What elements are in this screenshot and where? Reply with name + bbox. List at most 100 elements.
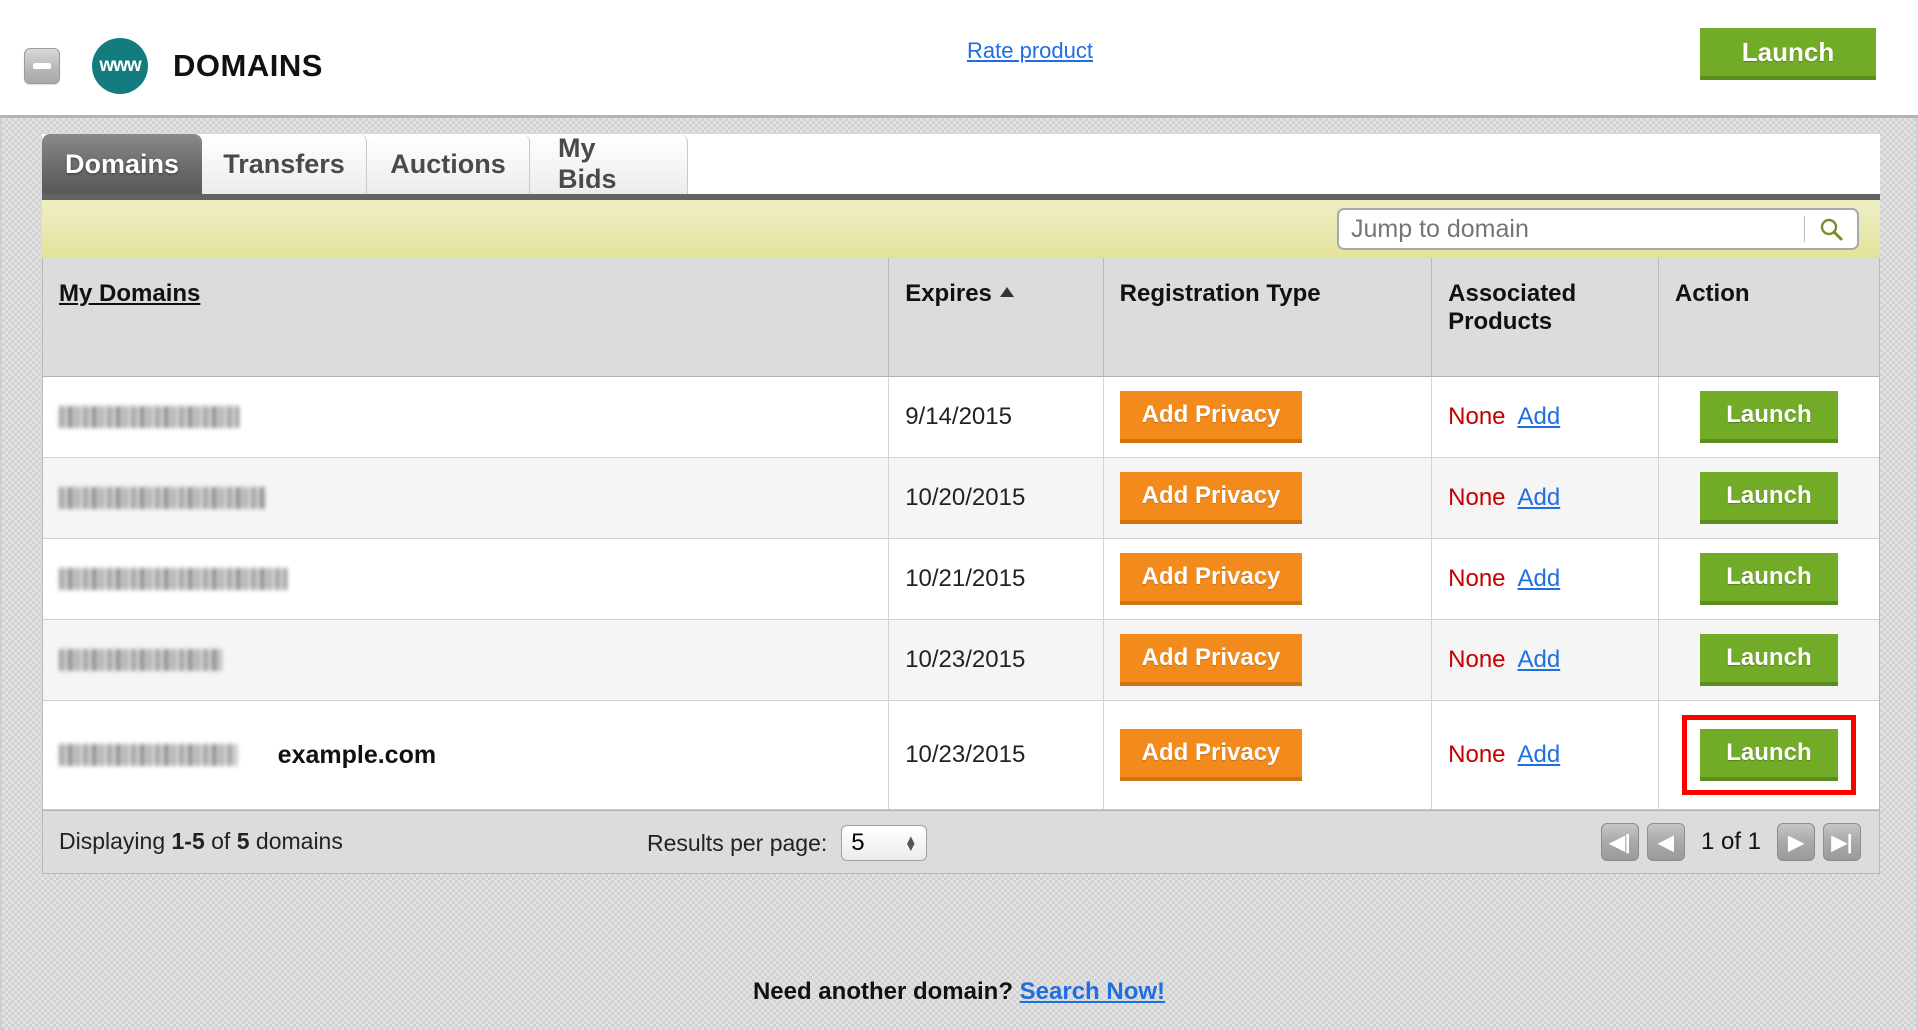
pagination-controls: ◀| ◀ 1 of 1 ▶ ▶| bbox=[1597, 823, 1865, 861]
search-box[interactable] bbox=[1337, 208, 1859, 250]
previous-page-icon[interactable]: ◀ bbox=[1646, 823, 1685, 861]
launch-button[interactable]: Launch bbox=[1700, 634, 1838, 686]
app-header: www DOMAINS Rate product Launch bbox=[0, 0, 1918, 118]
registration-type-cell: Add Privacy bbox=[1103, 700, 1433, 810]
displaying-total: 5 bbox=[236, 828, 250, 854]
column-header-expires-label: Expires bbox=[905, 280, 992, 307]
tab-list: Domains Transfers Auctions My Bids bbox=[42, 133, 688, 194]
associated-products-cell: None Add bbox=[1431, 376, 1659, 458]
table-header: My Domains Expires Registration Type Ass… bbox=[43, 258, 1879, 377]
add-product-link[interactable]: Add bbox=[1517, 565, 1561, 592]
add-product-link[interactable]: Add bbox=[1517, 484, 1561, 511]
add-product-link[interactable]: Add bbox=[1517, 741, 1561, 768]
table-header-row: My Domains Expires Registration Type Ass… bbox=[43, 258, 1879, 377]
domains-table: My Domains Expires Registration Type Ass… bbox=[43, 258, 1879, 810]
column-header-action: Action bbox=[1658, 258, 1879, 377]
expires-cell: 10/23/2015 bbox=[888, 700, 1104, 810]
column-header-registration-type[interactable]: Registration Type bbox=[1103, 258, 1433, 377]
pagination-status: 1 of 1 bbox=[1700, 828, 1761, 855]
action-cell: Launch bbox=[1658, 376, 1879, 458]
sort-ascending-icon bbox=[999, 287, 1014, 297]
expires-cell: 9/14/2015 bbox=[888, 376, 1104, 458]
expires-cell: 10/21/2015 bbox=[888, 538, 1104, 620]
expires-cell: 10/20/2015 bbox=[888, 457, 1104, 539]
search-icon[interactable] bbox=[1805, 210, 1857, 248]
column-header-associated-products[interactable]: Associated Products bbox=[1431, 258, 1659, 377]
add-privacy-button[interactable]: Add Privacy bbox=[1119, 634, 1303, 686]
table-row: 10/20/2015 Add Privacy None Add Launch bbox=[43, 457, 1879, 539]
redacted-domain-name bbox=[59, 406, 239, 429]
results-per-page-value: 5 bbox=[851, 829, 865, 856]
domain-name-cell: example.com bbox=[43, 700, 890, 810]
tab-strip: Domains Transfers Auctions My Bids bbox=[42, 133, 1880, 200]
add-privacy-button[interactable]: Add Privacy bbox=[1119, 553, 1303, 605]
results-per-page-select[interactable]: 5 ▲ ▼ bbox=[841, 825, 928, 861]
action-cell: Launch bbox=[1658, 619, 1879, 701]
tab-domains[interactable]: Domains bbox=[42, 134, 202, 194]
displaying-range: 1-5 bbox=[171, 828, 205, 854]
column-header-my-domains[interactable]: My Domains bbox=[43, 258, 890, 377]
add-privacy-button[interactable]: Add Privacy bbox=[1119, 729, 1303, 781]
search-now-link[interactable]: Search Now! bbox=[1019, 978, 1166, 1005]
www-globe-icon: www bbox=[92, 38, 148, 94]
displaying-mid: of bbox=[204, 828, 237, 854]
column-header-my-domains-label[interactable]: My Domains bbox=[59, 280, 201, 307]
search-input[interactable] bbox=[1339, 213, 1804, 245]
table-body: 9/14/2015 Add Privacy None Add Launch bbox=[43, 376, 1879, 810]
column-header-associated-products-label: Associated Products bbox=[1448, 280, 1577, 335]
launch-button[interactable]: Launch bbox=[1700, 391, 1838, 443]
launch-button[interactable]: Launch bbox=[1700, 729, 1838, 781]
registration-type-cell: Add Privacy bbox=[1103, 457, 1433, 539]
registration-type-cell: Add Privacy bbox=[1103, 376, 1433, 458]
displaying-suffix: domains bbox=[249, 828, 343, 854]
domain-name-cell bbox=[43, 376, 890, 458]
associated-products-value: None bbox=[1448, 565, 1506, 592]
tab-auctions[interactable]: Auctions bbox=[367, 134, 530, 194]
launch-button[interactable]: Launch bbox=[1700, 472, 1838, 524]
table-row: 9/14/2015 Add Privacy None Add Launch bbox=[43, 376, 1879, 458]
associated-products-cell: None Add bbox=[1431, 538, 1659, 620]
content-panel: Domains Transfers Auctions My Bids bbox=[0, 118, 1918, 1030]
add-privacy-button[interactable]: Add Privacy bbox=[1119, 472, 1303, 524]
stepper-arrows-icon: ▲ ▼ bbox=[904, 832, 918, 854]
column-header-action-label: Action bbox=[1674, 280, 1750, 307]
column-header-expires[interactable]: Expires bbox=[888, 258, 1104, 377]
domains-table-container: My Domains Expires Registration Type Ass… bbox=[42, 258, 1880, 874]
add-product-link[interactable]: Add bbox=[1517, 403, 1561, 430]
table-row: 10/21/2015 Add Privacy None Add Launch bbox=[43, 538, 1879, 620]
header-left-group: www DOMAINS bbox=[24, 38, 323, 94]
domain-name-cell bbox=[43, 619, 890, 701]
redacted-domain-name bbox=[59, 568, 287, 591]
associated-products-value: None bbox=[1448, 484, 1506, 511]
tab-my-bids-label: My Bids bbox=[558, 133, 617, 194]
associated-products-cell: None Add bbox=[1431, 457, 1659, 539]
add-privacy-button[interactable]: Add Privacy bbox=[1119, 391, 1303, 443]
domain-extra-label: example.com bbox=[277, 740, 437, 769]
results-per-page-label: Results per page: bbox=[647, 829, 828, 856]
tab-transfers[interactable]: Transfers bbox=[202, 134, 367, 194]
associated-products-value: None bbox=[1448, 403, 1506, 430]
next-page-icon[interactable]: ▶ bbox=[1777, 823, 1815, 861]
launch-button[interactable]: Launch bbox=[1700, 553, 1838, 605]
registration-type-cell: Add Privacy bbox=[1103, 619, 1433, 701]
promo-line: Need another domain? Search Now! bbox=[2, 978, 1916, 1006]
tab-my-bids[interactable]: My Bids bbox=[530, 133, 688, 194]
minus-icon[interactable] bbox=[24, 48, 60, 84]
add-product-link[interactable]: Add bbox=[1517, 646, 1561, 673]
associated-products-value: None bbox=[1448, 741, 1506, 768]
redacted-domain-name bbox=[59, 649, 222, 672]
tab-domains-label: Domains bbox=[64, 148, 180, 179]
column-header-registration-type-label: Registration Type bbox=[1119, 280, 1321, 307]
displaying-prefix: Displaying bbox=[59, 828, 172, 854]
first-page-icon[interactable]: ◀| bbox=[1600, 823, 1639, 861]
action-cell: Launch bbox=[1658, 457, 1879, 539]
promo-question: Need another domain? bbox=[752, 978, 1013, 1005]
rate-product-link[interactable]: Rate product bbox=[967, 38, 1093, 63]
table-footer: Displaying 1-5 of 5 domains Results per … bbox=[43, 810, 1879, 873]
associated-products-value: None bbox=[1448, 646, 1506, 673]
last-page-icon[interactable]: ▶| bbox=[1823, 823, 1861, 861]
domain-name-cell bbox=[43, 457, 890, 539]
header-launch-button[interactable]: Launch bbox=[1700, 28, 1876, 80]
associated-products-cell: None Add bbox=[1431, 700, 1659, 810]
